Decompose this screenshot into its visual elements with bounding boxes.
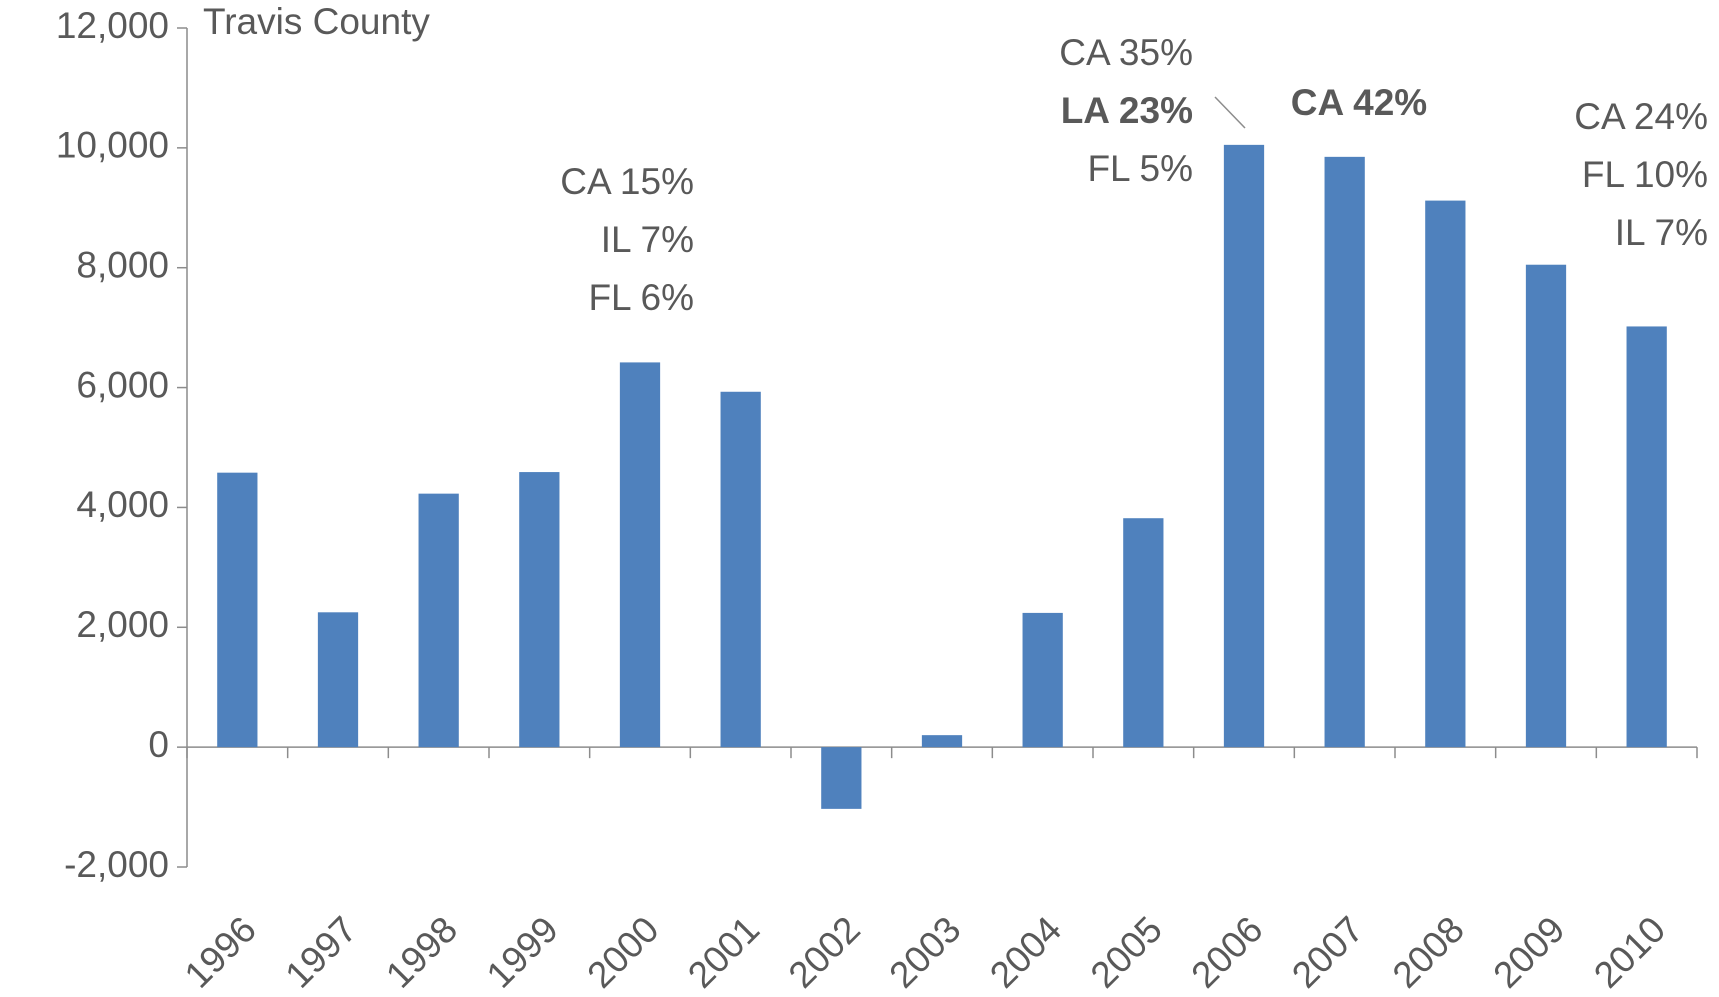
bar xyxy=(821,747,862,809)
x-tick-label: 1996 xyxy=(177,909,264,996)
annotation-leader xyxy=(1214,96,1246,129)
x-tick-label: 1998 xyxy=(378,909,465,996)
x-tick-label: 2007 xyxy=(1284,909,1371,996)
annotation: IL 7% xyxy=(1615,212,1708,253)
bar xyxy=(1626,326,1667,748)
annotation: CA 42% xyxy=(1291,82,1427,123)
x-tick-label: 2000 xyxy=(579,909,666,996)
x-tick-label: 2004 xyxy=(982,909,1069,996)
y-tick-label: 2,000 xyxy=(76,604,169,645)
x-tick-label: 2008 xyxy=(1385,909,1472,996)
y-tick-label: -2,000 xyxy=(64,844,169,885)
y-tick-label: 8,000 xyxy=(76,244,169,285)
y-tick-label: 0 xyxy=(148,724,169,765)
annotation: IL 7% xyxy=(601,219,694,260)
bar xyxy=(1223,144,1265,748)
x-tick-label: 1999 xyxy=(479,909,566,996)
y-tick-label: 6,000 xyxy=(76,364,169,405)
x-tick-label: 2006 xyxy=(1183,909,1270,996)
y-tick-label: 4,000 xyxy=(76,484,169,525)
x-tick-label: 2010 xyxy=(1586,909,1673,996)
y-tick-label: 12,000 xyxy=(56,5,169,46)
annotation: CA 35% xyxy=(1059,32,1193,73)
annotation: FL 6% xyxy=(588,277,694,318)
chart-title: Travis County xyxy=(203,1,430,42)
bar xyxy=(418,493,459,748)
x-tick-label: 2003 xyxy=(881,909,968,996)
bar xyxy=(317,612,359,748)
bar xyxy=(1425,200,1466,748)
y-tick-label: 10,000 xyxy=(56,125,169,166)
x-tick-label: 2009 xyxy=(1485,909,1572,996)
x-tick-label: 2002 xyxy=(781,909,868,996)
x-tick-label: 2001 xyxy=(680,909,767,996)
bar xyxy=(720,391,761,748)
bar xyxy=(1022,612,1063,748)
annotation: FL 5% xyxy=(1087,148,1193,189)
bar xyxy=(519,472,560,748)
x-tick-label: 2005 xyxy=(1083,909,1170,996)
bar xyxy=(619,362,661,748)
bar xyxy=(1123,518,1164,748)
annotation: LA 23% xyxy=(1061,90,1193,131)
x-tick-label: 1997 xyxy=(277,909,364,996)
bar xyxy=(1525,264,1567,748)
annotation: FL 10% xyxy=(1582,154,1708,195)
bar xyxy=(921,735,963,748)
annotation: CA 15% xyxy=(560,161,694,202)
annotation: CA 24% xyxy=(1574,96,1708,137)
bar xyxy=(217,472,258,748)
bar xyxy=(1324,156,1365,748)
